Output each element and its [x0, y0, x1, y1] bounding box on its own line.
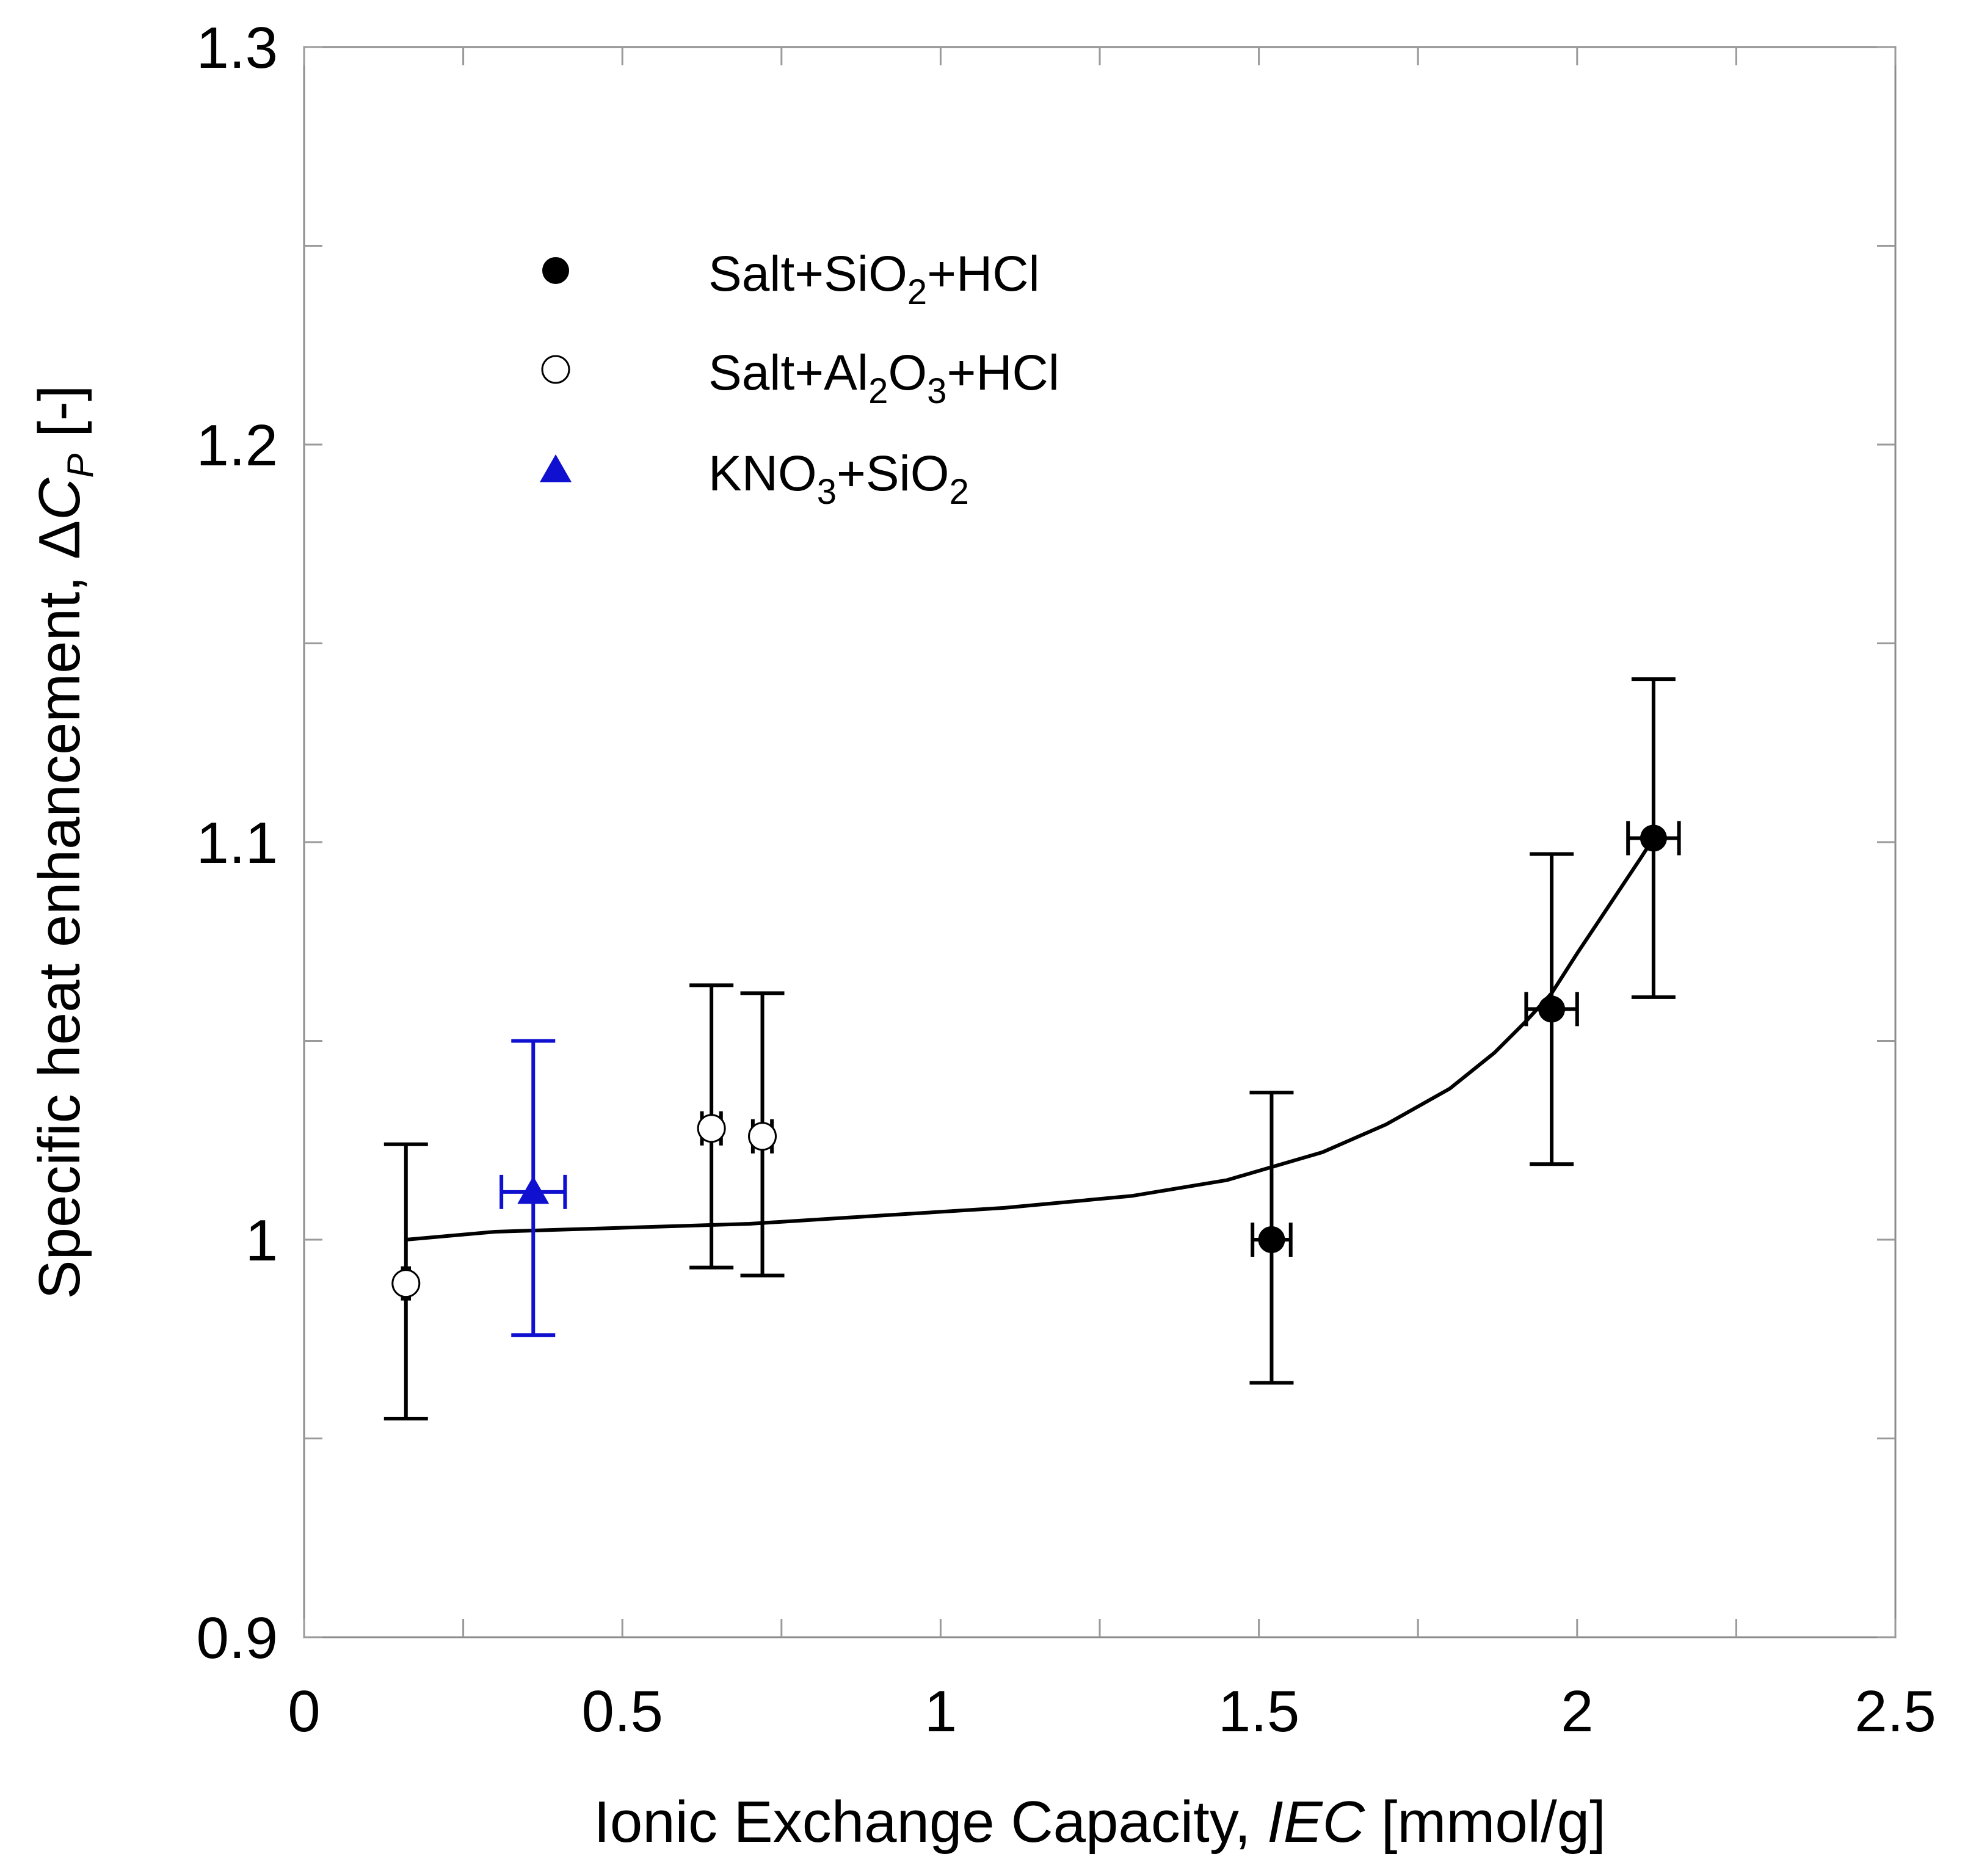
legend-label-text: +SiO	[837, 446, 950, 501]
x-tick-label: 2	[1561, 1679, 1593, 1744]
data-point	[748, 1122, 777, 1151]
x-tick-labels: 0 0.5 1 1.5 2 2.5	[288, 1679, 1936, 1744]
x-axis-title-main: Ionic Exchange Capacity,	[594, 1789, 1267, 1855]
legend-label: Salt+SiO2+HCl	[708, 246, 1040, 312]
x-tick-label: 2.5	[1854, 1679, 1936, 1744]
x-axis-title-unit: [mmol/g]	[1365, 1789, 1606, 1855]
minor-ticks	[303, 46, 1897, 1638]
y-axis-title-main: Specific heat enhancement, Δ	[27, 520, 92, 1300]
x-axis-title: Ionic Exchange Capacity, IEC [mmol/g]	[594, 1789, 1606, 1855]
y-axis-title-symbol: C	[27, 478, 92, 520]
legend-label-text: Salt+SiO	[708, 246, 907, 302]
legend-label-subscript: 3	[927, 371, 946, 411]
markers-layer	[391, 824, 1667, 1298]
y-axis-title: Specific heat enhancement, ΔCP [-]	[27, 385, 101, 1300]
y-tick-label: 1.1	[197, 810, 278, 876]
legend-label-text: Salt+Al	[708, 345, 868, 401]
x-tick-label: 1	[924, 1679, 957, 1744]
legend-label-text: +HCl	[927, 246, 1040, 302]
legend-label-text: KNO	[708, 446, 817, 501]
data-point	[517, 1176, 550, 1204]
y-axis-title-unit: [-]	[27, 385, 92, 454]
legend-marker	[540, 454, 572, 482]
legend-label-subscript: 2	[907, 272, 927, 312]
y-tick-label: 1	[245, 1208, 278, 1273]
legend-label-subscript: 2	[868, 371, 888, 411]
x-tick-label: 0	[288, 1679, 320, 1744]
x-tick-label: 1.5	[1218, 1679, 1299, 1744]
x-tick-label: 0.5	[581, 1679, 663, 1744]
legend-label: Salt+Al2O3+HCl	[708, 345, 1059, 411]
legend-label-subscript: 3	[817, 472, 837, 512]
legend-label-subscript: 2	[950, 472, 969, 512]
fit-curve	[405, 837, 1655, 1242]
data-point	[1640, 824, 1667, 852]
legend-marker	[542, 257, 569, 284]
fit-curve-layer	[405, 837, 1655, 1242]
legend-label-text: O	[888, 345, 927, 401]
data-point	[391, 1269, 421, 1298]
legend-label: KNO3+SiO2	[708, 446, 969, 512]
y-tick-labels: 0.9 1 1.1 1.2 1.3	[197, 15, 278, 1671]
data-point	[697, 1114, 726, 1143]
y-axis-title-subscript: P	[60, 454, 101, 478]
y-tick-label: 0.9	[197, 1605, 278, 1671]
error-bars-layer	[383, 677, 1681, 1420]
y-tick-label: 1.3	[197, 15, 278, 81]
data-point	[1538, 995, 1566, 1023]
legend-label-text: +HCl	[946, 345, 1059, 401]
x-axis-title-symbol: IEC	[1267, 1789, 1365, 1855]
legend-marker	[541, 355, 570, 384]
data-point	[1258, 1226, 1285, 1253]
y-tick-label: 1.2	[197, 413, 278, 478]
